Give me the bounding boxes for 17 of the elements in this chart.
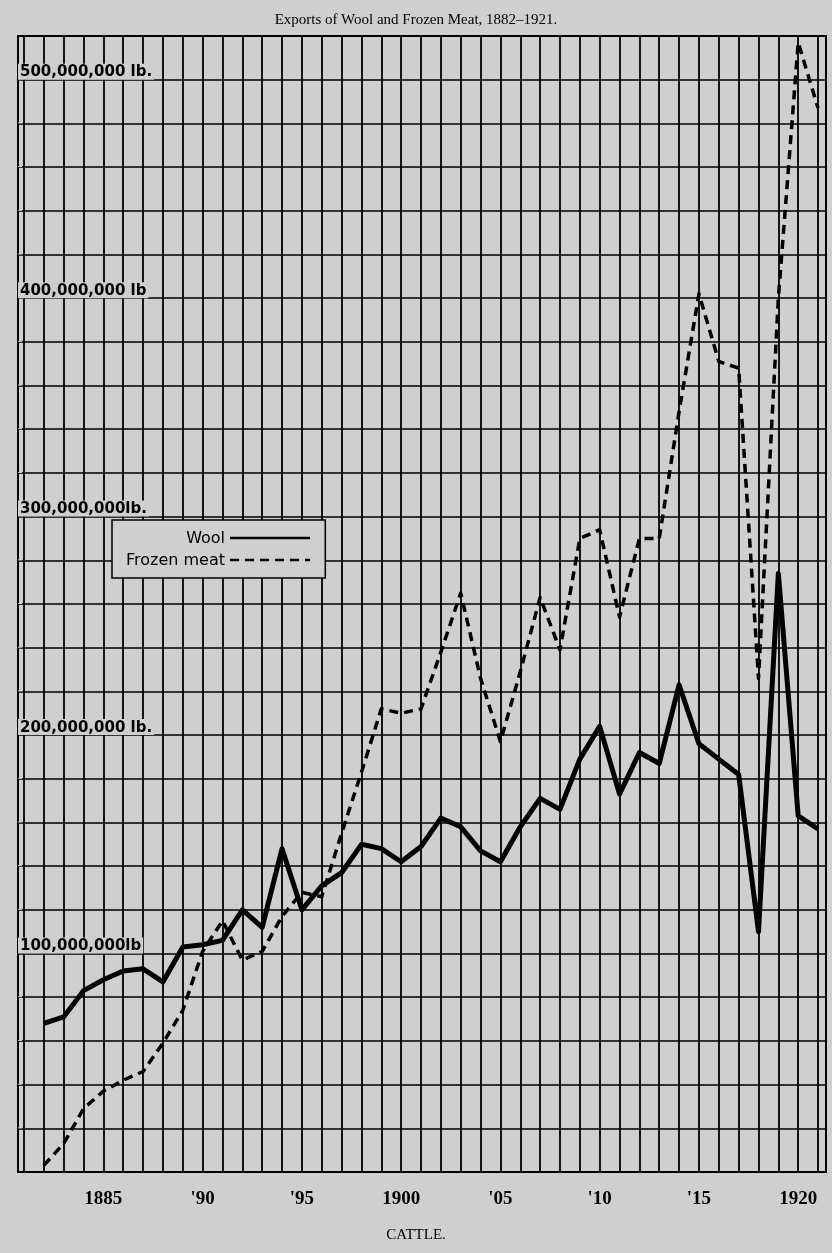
- y-tick-label: 500,000,000 lb.: [20, 62, 153, 81]
- legend-label: Frozen meat: [126, 550, 226, 570]
- x-tick-label: '90: [190, 1187, 215, 1208]
- x-tick-label: 1900: [382, 1187, 421, 1208]
- x-tick-label: 1920: [779, 1187, 818, 1208]
- y-tick-label: 400,000,000 lb: [20, 280, 147, 299]
- x-tick-label: 1885: [84, 1187, 123, 1208]
- text: CATTLE.: [386, 1225, 446, 1242]
- x-tick-label: '15: [686, 1187, 712, 1208]
- x-tick-label: '05: [488, 1187, 513, 1208]
- legend-label: Wool: [186, 528, 226, 548]
- y-tick-label: 200,000,000 lb.: [20, 717, 153, 736]
- x-tick-label: '10: [587, 1187, 612, 1208]
- y-tick-label: 300,000,000lb.: [20, 499, 147, 518]
- x-tick-label: '95: [289, 1187, 315, 1208]
- chart-title: Exports of Wool and Frozen Meat, 1882–1921.: [274, 10, 558, 27]
- y-tick-label: 100,000,000lb: [20, 936, 142, 955]
